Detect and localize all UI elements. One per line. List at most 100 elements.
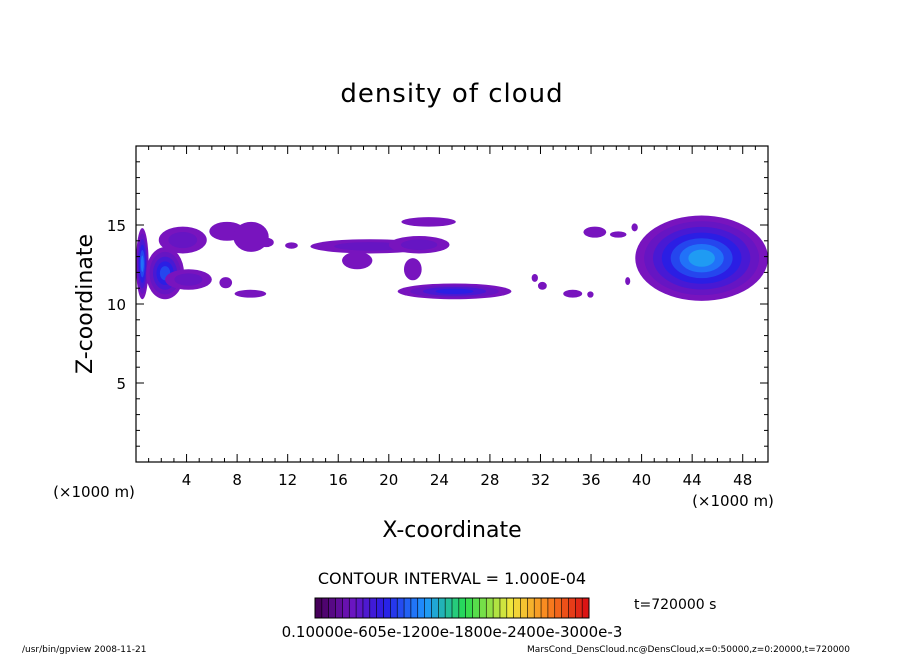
cloud-region-edge (403, 258, 422, 281)
colorbar-segment (383, 598, 391, 618)
colorbar (314, 598, 590, 618)
colorbar-segment (568, 598, 576, 618)
colorbar-segment (431, 598, 439, 618)
colorbar-segment (404, 598, 412, 618)
colorbar-segment (486, 598, 494, 618)
cloud-region (165, 269, 212, 290)
colorbar-segment (349, 598, 357, 618)
colorbar-segment (458, 598, 467, 618)
x-tick-label: 36 (581, 471, 600, 489)
plot-area (135, 145, 769, 463)
x-tick-label: 48 (733, 471, 752, 489)
x-tick-label: 8 (232, 471, 242, 489)
colorbar-segment (438, 598, 446, 618)
cloud-region (635, 215, 768, 301)
colorbar-segment (541, 598, 549, 618)
colorbar-segment (554, 598, 562, 618)
x-tick-label: 44 (683, 471, 702, 489)
cloud-region (158, 226, 207, 254)
cloud-region-level (400, 239, 438, 250)
x-tick-label: 12 (278, 471, 297, 489)
cloud-region (285, 242, 298, 249)
contour-interval-label: CONTOUR INTERVAL = 1.000E-04 (318, 569, 586, 588)
cloud-region-level (174, 273, 203, 286)
cloud-region (234, 289, 267, 298)
x-tick-label: 32 (531, 471, 550, 489)
x-tick-label: 16 (329, 471, 348, 489)
colorbar-segment (424, 598, 432, 618)
cloud-region-edge (285, 242, 298, 249)
colorbar-segment (472, 598, 480, 618)
colorbar-segment (479, 598, 487, 618)
colorbar-labels: 0.10000e-605e-1200e-1800e-2400e-3000e-3 (282, 623, 623, 641)
axis-ticks (136, 146, 768, 462)
y-tick-label: 15 (107, 217, 126, 235)
colorbar-segment (452, 598, 460, 618)
cloud-region (388, 236, 450, 254)
colorbar-frame (314, 597, 590, 619)
cloud-region (583, 226, 607, 238)
cloud-region-edge (537, 281, 547, 290)
colorbar-segment (397, 598, 405, 618)
colorbar-segment (410, 598, 419, 618)
colorbar-segment (547, 598, 556, 618)
y-tick-labels: 5 10 15 (107, 217, 126, 393)
cloud-region (531, 273, 538, 282)
cloud-region (610, 231, 627, 238)
cloud-region-edge (233, 221, 269, 252)
x-tick-label: 28 (480, 471, 499, 489)
colorbar-segment (445, 598, 453, 618)
x-axis-label: X-coordinate (382, 518, 521, 543)
colorbar-segment (315, 598, 323, 618)
colorbar-segment (575, 598, 583, 618)
plot-frame (135, 145, 769, 463)
colorbar-segment (369, 598, 378, 618)
cloud-region-edge (625, 277, 631, 286)
cloud-region-edge (531, 273, 538, 282)
y-tick-label: 10 (107, 296, 126, 314)
cloud-region-level (334, 242, 406, 251)
cloud-region (136, 228, 149, 300)
cloud-region-edge (631, 223, 638, 232)
cloud-region (587, 291, 594, 298)
x-tick-label: 24 (430, 471, 449, 489)
footer-right: MarsCond_DensCloud.nc@DensCloud,x=0:5000… (527, 645, 850, 654)
colorbar-segment (527, 598, 535, 618)
y-tick-label: 5 (116, 375, 126, 393)
cloud-region-edge (219, 277, 233, 289)
cloud-region-edge (401, 217, 456, 227)
colorbar-segment (390, 598, 398, 618)
footer-left: /usr/bin/gpview 2008-11-21 (22, 645, 146, 654)
colorbar-segment (534, 598, 542, 618)
x-tick-label: 20 (379, 471, 398, 489)
x-tick-label: 40 (632, 471, 651, 489)
colorbar-segment (520, 598, 528, 618)
time-label: t=720000 s (634, 597, 716, 613)
colorbar-segment (321, 598, 330, 618)
colorbar-segment (499, 598, 508, 618)
cloud-region-edge (258, 237, 274, 248)
cloud-region (537, 281, 547, 290)
colorbar-segment (582, 598, 590, 618)
colorbar-segment (465, 598, 473, 618)
colorbar-segment (342, 598, 350, 618)
cloud-region-level (168, 231, 198, 249)
cloud-region-edge (587, 291, 594, 298)
cloud-region-edge (610, 231, 627, 238)
colorbar-segment (506, 598, 515, 618)
cloud-region-edge (583, 226, 607, 238)
colorbar-segment (328, 598, 336, 618)
colorbar-segment (356, 598, 364, 618)
cloud-region (258, 237, 274, 248)
cloud-region-edge (234, 289, 267, 298)
cloud-region (401, 217, 456, 227)
colorbar-segment (493, 598, 501, 618)
colorbar-segment (561, 598, 569, 618)
cloud-region (563, 289, 583, 298)
colorbar-segment (513, 598, 521, 618)
cloud-region (342, 251, 373, 270)
cloud-region (631, 223, 638, 232)
cloud-region (403, 258, 422, 281)
cloud-region-edge (342, 251, 373, 270)
